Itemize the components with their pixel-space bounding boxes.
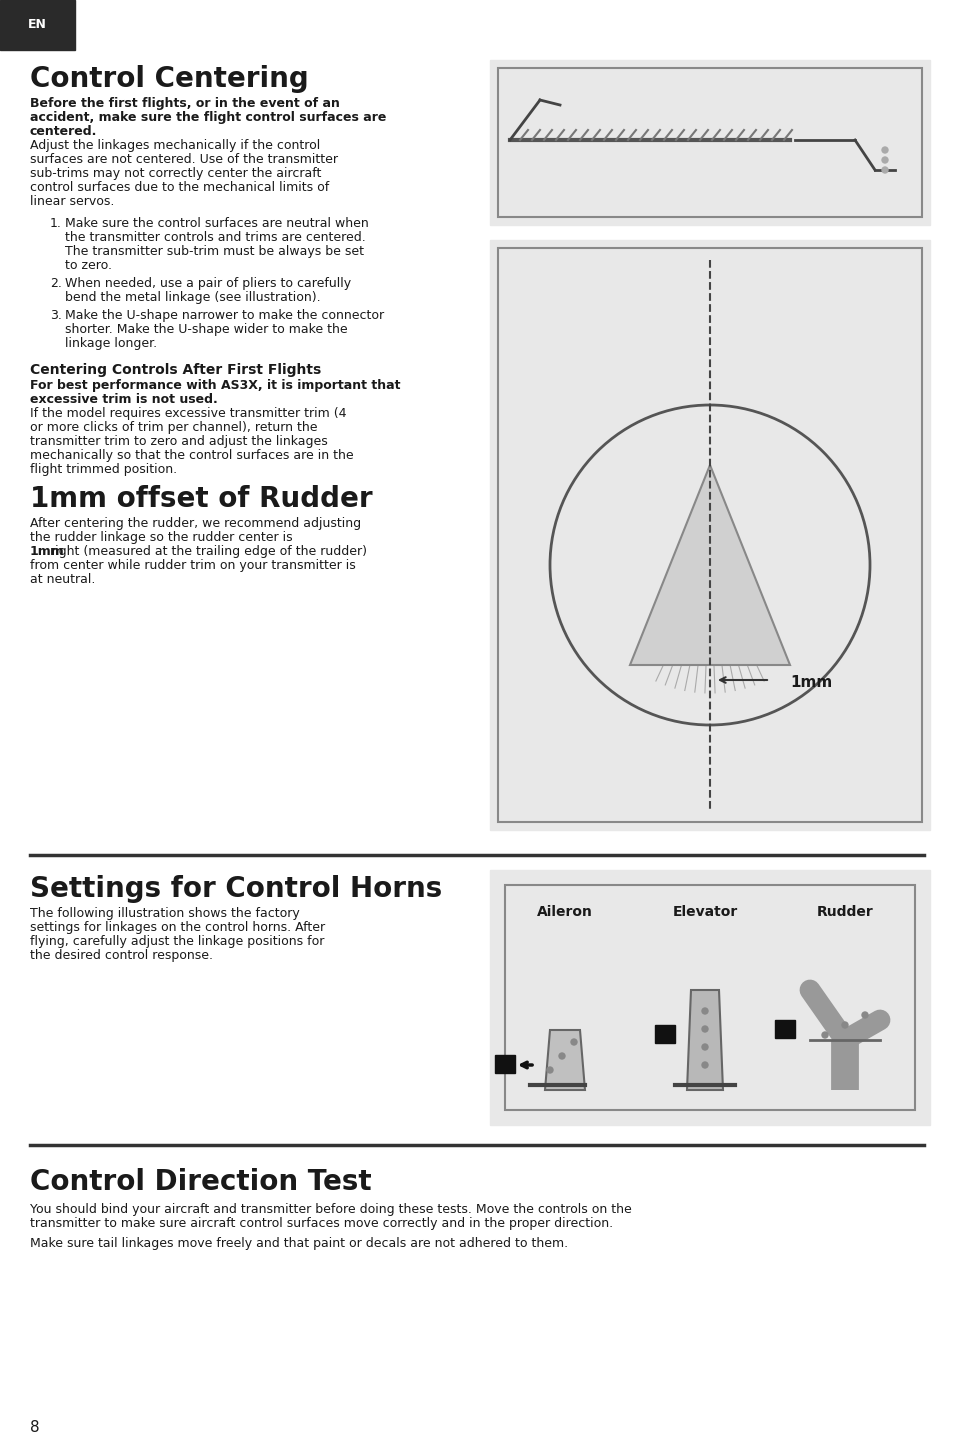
Text: from center while rudder trim on your transmitter is: from center while rudder trim on your tr… <box>30 559 355 572</box>
Text: Adjust the linkages mechanically if the control: Adjust the linkages mechanically if the … <box>30 139 320 152</box>
Text: Before the first flights, or in the event of an: Before the first flights, or in the even… <box>30 97 339 110</box>
Text: linkage longer.: linkage longer. <box>65 337 157 350</box>
Text: control surfaces due to the mechanical limits of: control surfaces due to the mechanical l… <box>30 182 329 195</box>
Text: sub-trims may not correctly center the aircraft: sub-trims may not correctly center the a… <box>30 167 321 180</box>
Text: surfaces are not centered. Use of the transmitter: surfaces are not centered. Use of the tr… <box>30 152 337 166</box>
Text: at neutral.: at neutral. <box>30 574 95 587</box>
Text: Rudder: Rudder <box>816 905 872 919</box>
Text: 1mm offset of Rudder: 1mm offset of Rudder <box>30 485 373 513</box>
Circle shape <box>571 1040 577 1045</box>
Circle shape <box>701 1061 707 1069</box>
Polygon shape <box>544 1029 584 1090</box>
Polygon shape <box>629 465 789 665</box>
Text: transmitter trim to zero and adjust the linkages: transmitter trim to zero and adjust the … <box>30 436 328 449</box>
Circle shape <box>882 167 887 173</box>
Circle shape <box>546 1067 553 1073</box>
Circle shape <box>882 147 887 152</box>
Text: If the model requires excessive transmitter trim (4: If the model requires excessive transmit… <box>30 407 346 420</box>
Bar <box>490 870 929 1125</box>
Circle shape <box>701 1027 707 1032</box>
Text: 3.: 3. <box>50 309 62 322</box>
Text: When needed, use a pair of pliers to carefully: When needed, use a pair of pliers to car… <box>65 277 351 290</box>
Text: or more clicks of trim per channel), return the: or more clicks of trim per channel), ret… <box>30 421 317 434</box>
Circle shape <box>701 1008 707 1013</box>
Text: transmitter to make sure aircraft control surfaces move correctly and in the pro: transmitter to make sure aircraft contro… <box>30 1217 613 1230</box>
Circle shape <box>558 1053 564 1059</box>
Text: Make the U-shape narrower to make the connector: Make the U-shape narrower to make the co… <box>65 309 384 322</box>
Text: Control Centering: Control Centering <box>30 65 309 93</box>
Text: bend the metal linkage (see illustration).: bend the metal linkage (see illustration… <box>65 290 320 303</box>
Bar <box>497 68 921 216</box>
Circle shape <box>882 157 887 163</box>
Text: You should bind your aircraft and transmitter before doing these tests. Move the: You should bind your aircraft and transm… <box>30 1204 631 1215</box>
Text: Settings for Control Horns: Settings for Control Horns <box>30 876 442 903</box>
Text: the transmitter controls and trims are centered.: the transmitter controls and trims are c… <box>65 231 365 244</box>
Circle shape <box>841 1022 847 1028</box>
Text: the desired control response.: the desired control response. <box>30 950 213 963</box>
Text: centered.: centered. <box>30 125 97 138</box>
Text: After centering the rudder, we recommend adjusting: After centering the rudder, we recommend… <box>30 517 361 530</box>
Circle shape <box>821 1032 827 1038</box>
Polygon shape <box>686 990 722 1090</box>
Text: flight trimmed position.: flight trimmed position. <box>30 463 177 476</box>
Text: shorter. Make the U-shape wider to make the: shorter. Make the U-shape wider to make … <box>65 322 347 335</box>
Bar <box>495 1056 515 1073</box>
Text: linear servos.: linear servos. <box>30 195 114 208</box>
Text: 1mm: 1mm <box>30 544 65 558</box>
Text: Aileron: Aileron <box>537 905 593 919</box>
Text: mechanically so that the control surfaces are in the: mechanically so that the control surface… <box>30 449 354 462</box>
Text: the rudder linkage so the rudder center is: the rudder linkage so the rudder center … <box>30 531 293 544</box>
Text: EN: EN <box>28 19 47 32</box>
Text: to zero.: to zero. <box>65 258 112 272</box>
Bar <box>774 1019 794 1038</box>
Text: Centering Controls After First Flights: Centering Controls After First Flights <box>30 363 321 378</box>
Text: The following illustration shows the factory: The following illustration shows the fac… <box>30 908 299 921</box>
Text: right (measured at the trailing edge of the rudder): right (measured at the trailing edge of … <box>50 544 367 558</box>
Bar <box>655 1025 675 1043</box>
Text: flying, carefully adjust the linkage positions for: flying, carefully adjust the linkage pos… <box>30 935 324 948</box>
Bar <box>504 886 914 1109</box>
Circle shape <box>862 1012 867 1018</box>
Text: 2.: 2. <box>50 277 62 290</box>
Text: For best performance with AS3X, it is important that: For best performance with AS3X, it is im… <box>30 379 400 392</box>
Circle shape <box>701 1044 707 1050</box>
Text: 1.: 1. <box>50 216 62 229</box>
Text: The transmitter sub-trim must be always be set: The transmitter sub-trim must be always … <box>65 245 364 258</box>
Text: accident, make sure the flight control surfaces are: accident, make sure the flight control s… <box>30 110 386 123</box>
Text: Control Direction Test: Control Direction Test <box>30 1167 372 1196</box>
Text: Elevator: Elevator <box>672 905 737 919</box>
Text: 8: 8 <box>30 1420 40 1435</box>
Bar <box>0 0 75 49</box>
Bar <box>490 240 929 831</box>
Text: settings for linkages on the control horns. After: settings for linkages on the control hor… <box>30 921 325 934</box>
Text: Make sure tail linkages move freely and that paint or decals are not adhered to : Make sure tail linkages move freely and … <box>30 1237 568 1250</box>
Text: excessive trim is not used.: excessive trim is not used. <box>30 393 217 407</box>
Bar <box>490 60 929 225</box>
Text: 1mm: 1mm <box>789 675 831 690</box>
Bar <box>497 248 921 822</box>
Text: Make sure the control surfaces are neutral when: Make sure the control surfaces are neutr… <box>65 216 369 229</box>
